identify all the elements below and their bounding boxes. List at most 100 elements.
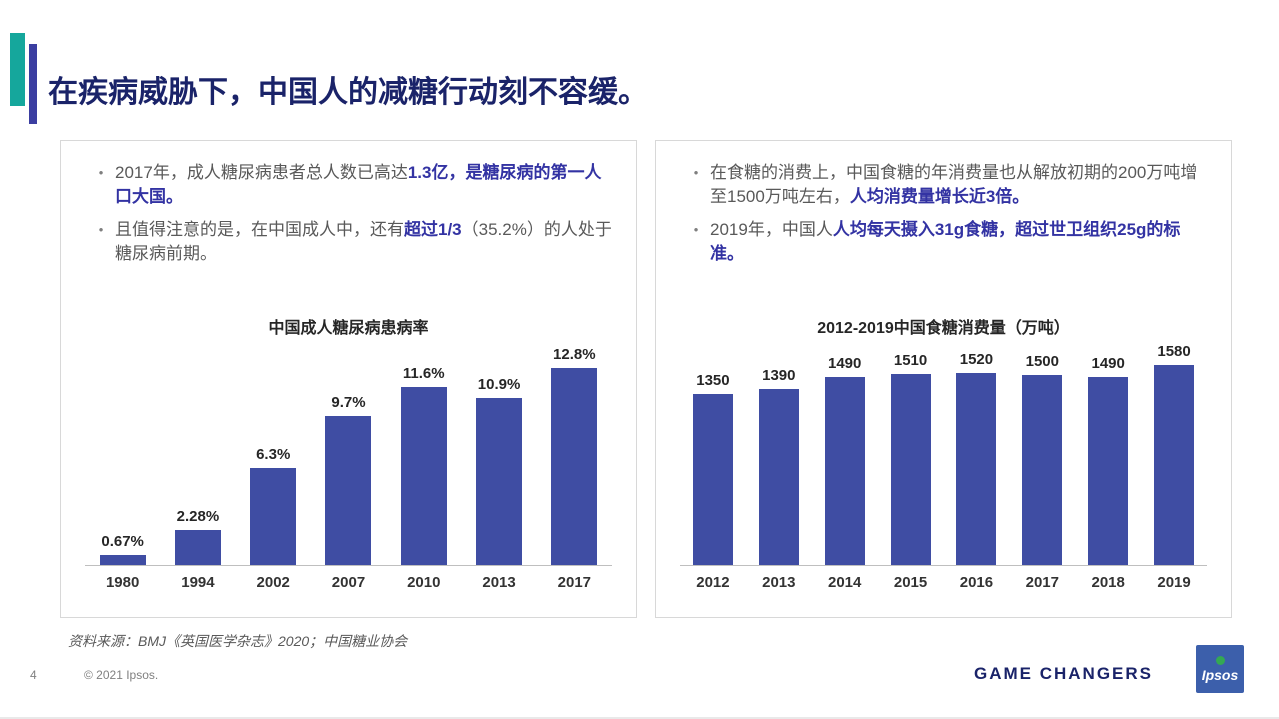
accent-bar-teal — [10, 33, 25, 106]
chart-x-axis: 1980 1994 2002 2007 2010 2013 2017 — [85, 566, 612, 591]
bar-column: 1500 — [1009, 353, 1075, 565]
chart-plot: 1350 1390 1490 1510 1520 1500 1490 1580 — [680, 343, 1207, 566]
bar — [250, 468, 297, 565]
x-axis-label: 2013 — [482, 574, 516, 591]
sugar-consumption-chart: 1350 1390 1490 1510 1520 1500 1490 1580 2012 201… — [680, 343, 1207, 591]
bar-value-label: 1500 — [1025, 353, 1059, 370]
x-axis-label: 2019 — [1157, 574, 1191, 591]
tagline: GAME CHANGERS — [974, 664, 1154, 683]
x-axis-label: 2002 — [256, 574, 290, 591]
copyright-text: © 2021 Ipsos. — [84, 668, 159, 682]
bar — [1022, 375, 1063, 565]
bullet-text: 且值得注意的是，在中国成人中，还有超过1/3（35.2%）的人处于糖尿病前期。 — [115, 218, 614, 266]
bullet-highlight-text: 人均消费量增长近3倍。 — [849, 187, 1030, 207]
x-axis-label: 2012 — [696, 574, 730, 591]
bar-value-label: 1390 — [762, 367, 796, 384]
bar-column: 1580 — [1141, 343, 1207, 565]
bar — [325, 416, 372, 565]
bullet-item: • 在食糖的消费上，中国食糖的年消费量也从解放初期的200万吨增至1500万吨左右… — [682, 161, 1209, 209]
sugar-chart-title: 2012-2019中国食糖消费量（万吨） — [817, 320, 1070, 337]
bar-value-label: 1520 — [959, 351, 994, 368]
bar-column: 10.9% — [461, 376, 536, 565]
bar-value-label: 6.3% — [256, 446, 291, 463]
x-axis-label: 2014 — [828, 574, 862, 591]
bullet-highlight-text: 人均每天摄入31g食糖，超过世卫组织25g的标准。 — [710, 220, 1181, 264]
bullet-normal-text: （35.2%）的人处于糖尿病前期。 — [115, 220, 612, 264]
bar — [400, 387, 447, 565]
chart-plot: 0.67% 2.28% 6.3% 9.7% 11.6% 10.9% 12.8% — [85, 346, 612, 566]
bullet-normal-text: 2017年，成人糖尿病患者总人数已高达 — [115, 163, 408, 182]
bar — [1088, 377, 1129, 565]
x-axis-label: 2010 — [407, 574, 441, 591]
bar-column: 1520 — [944, 351, 1010, 565]
x-axis-label: 2013 — [762, 574, 796, 591]
bar — [174, 530, 221, 565]
bullet-marker: • — [693, 222, 699, 238]
bar-column: 1350 — [680, 372, 746, 565]
x-axis-label: 2016 — [959, 574, 994, 591]
bar-value-label: 0.67% — [101, 533, 144, 550]
sugar-consumption-panel: • 在食糖的消费上，中国食糖的年消费量也从解放初期的200万吨增至1500万吨左右… — [655, 140, 1232, 618]
diabetes-chart-title: 中国成人糖尿病患病率 — [268, 320, 429, 337]
logo-dot-icon — [1215, 656, 1225, 665]
bar-column: 1390 — [746, 367, 812, 565]
bar-column: 1490 — [1075, 355, 1141, 565]
accent-bar-indigo — [29, 44, 37, 124]
bar-value-label: 1490 — [1091, 355, 1125, 372]
bullet-marker: • — [98, 222, 104, 238]
x-axis-label: 2017 — [557, 574, 592, 591]
bullet-normal-text: 2019年，中国人 — [710, 220, 833, 240]
x-axis-label: 2018 — [1091, 574, 1125, 591]
sugar-bullet-list: • 在食糖的消费上，中国食糖的年消费量也从解放初期的200万吨增至1500万吨左右… — [656, 141, 1231, 267]
slide-title: 在疾病威胁下，中国人的减糖行动刻不容缓。 — [48, 76, 648, 110]
bullet-marker: • — [98, 165, 104, 180]
bar-value-label: 11.6% — [402, 365, 445, 382]
bar-value-label: 1490 — [828, 355, 862, 372]
bar-column: 12.8% — [537, 346, 612, 565]
bullet-normal-text: 在食糖的消费上，中国食糖的年消费量也从解放初期的200万吨增至1500万吨左右， — [710, 163, 1198, 207]
x-axis-label: 1980 — [105, 574, 140, 591]
diabetes-panel: • 2017年，成人糖尿病患者总人数已高达1.3亿，是糖尿病的第一人口大国。 • 且值… — [60, 140, 637, 618]
bullet-normal-text: 且值得注意的是，在中国成人中，还有 — [115, 220, 404, 240]
bar-column: 1490 — [812, 355, 878, 565]
chart-x-axis: 2012 2013 2014 2015 2016 2017 2018 2019 — [680, 566, 1207, 591]
bar-column: 6.3% — [236, 446, 311, 565]
bar — [824, 377, 865, 565]
bar-value-label: 1350 — [696, 372, 730, 389]
bar — [1154, 365, 1195, 565]
page-number: 4 — [30, 668, 37, 682]
bullet-text: 2019年，中国人人均每天摄入31g食糖，超过世卫组织25g的标准。 — [710, 218, 1209, 266]
bar-value-label: 2.28% — [176, 508, 220, 525]
bar — [476, 398, 523, 565]
bullet-highlight-text: 超过1/3 — [404, 220, 462, 240]
bullet-marker: • — [693, 165, 699, 180]
ipsos-logo: Ipsos — [1196, 645, 1244, 693]
x-axis-label: 1994 — [181, 574, 215, 591]
bar — [551, 368, 598, 565]
diabetes-prevalence-chart: 0.67% 2.28% 6.3% 9.7% 11.6% 10.9% 12.8% 1980 19… — [85, 346, 612, 591]
bottom-divider — [0, 717, 1279, 719]
bar-column: 1510 — [878, 352, 944, 565]
x-axis-label: 2015 — [893, 574, 928, 591]
bar-value-label: 9.7% — [331, 394, 366, 411]
bullet-item: • 2019年，中国人人均每天摄入31g食糖，超过世卫组织25g的标准。 — [682, 218, 1209, 266]
diabetes-bullet-list: • 2017年，成人糖尿病患者总人数已高达1.3亿，是糖尿病的第一人口大国。 • 且值… — [61, 141, 636, 267]
bar-column: 9.7% — [311, 394, 386, 565]
bar-column: 0.67% — [85, 533, 160, 565]
bullet-highlight-text: 1.3亿，是糖尿病的第一人口大国。 — [115, 163, 602, 207]
logo-text: Ipsos — [1201, 667, 1239, 683]
x-axis-label: 2017 — [1025, 574, 1059, 591]
bar — [890, 374, 931, 565]
bar — [758, 389, 799, 565]
bullet-item: • 2017年，成人糖尿病患者总人数已高达1.3亿，是糖尿病的第一人口大国。 — [87, 161, 614, 209]
bar-column: 11.6% — [386, 365, 461, 565]
bullet-text: 2017年，成人糖尿病患者总人数已高达1.3亿，是糖尿病的第一人口大国。 — [115, 161, 614, 209]
bar — [692, 394, 733, 565]
x-axis-label: 2007 — [331, 574, 366, 591]
bar-column: 2.28% — [160, 508, 235, 565]
bar-value-label: 10.9% — [477, 376, 521, 393]
bullet-item: • 且值得注意的是，在中国成人中，还有超过1/3（35.2%）的人处于糖尿病前期。 — [87, 218, 614, 266]
bar — [99, 555, 146, 565]
bullet-text: 在食糖的消费上，中国食糖的年消费量也从解放初期的200万吨增至1500万吨左右，… — [710, 161, 1209, 209]
bar-value-label: 12.8% — [553, 346, 596, 363]
